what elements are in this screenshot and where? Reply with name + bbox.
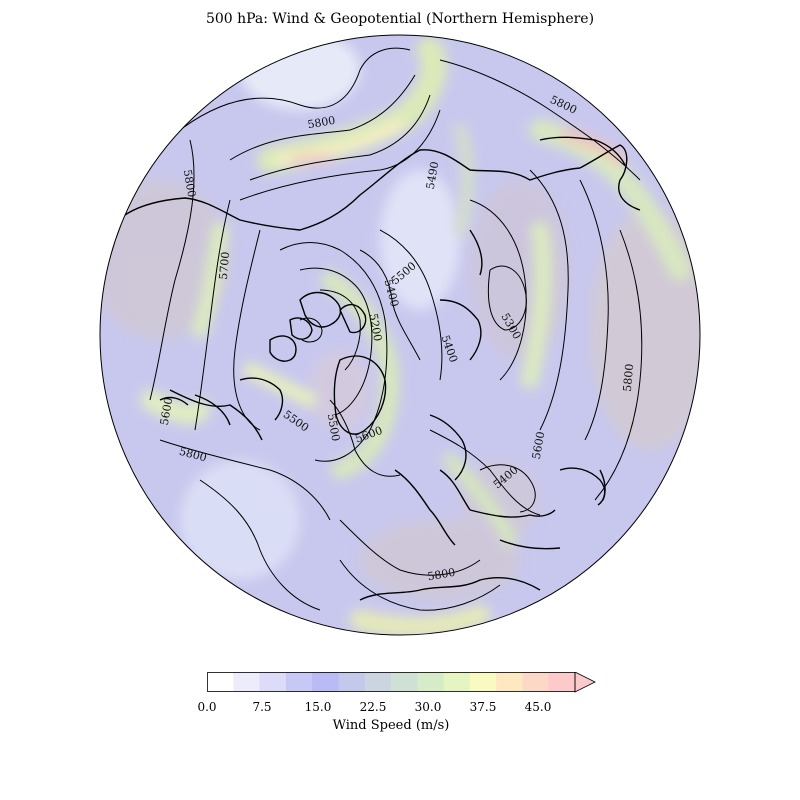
colorbar-tick: 45.0 <box>524 700 552 714</box>
map-boundary <box>99 34 701 636</box>
geopotential-contours <box>149 47 643 611</box>
map-title: 500 hPa: Wind & Geopotential (Northern H… <box>205 11 595 27</box>
contour-label: 5700 <box>217 251 232 280</box>
contour-label: 5500 <box>325 412 343 442</box>
colorbar-outline <box>207 672 576 692</box>
colorbar-cell <box>391 672 418 692</box>
colorbar-cell <box>548 672 576 692</box>
jet-stream-shading <box>140 37 691 635</box>
colorbar-extend-arrow <box>574 672 596 693</box>
colorbar-tick: 22.5 <box>359 700 387 714</box>
colorbar-cell <box>233 672 261 692</box>
contour-label: 5800 <box>181 168 199 198</box>
colorbar-cell <box>469 672 497 692</box>
colorbar-cell <box>364 672 392 692</box>
contour-label: 5490 <box>424 160 442 190</box>
contour-label: 5800 <box>426 566 456 584</box>
colorbar-cell <box>443 672 471 692</box>
coastlines <box>124 136 641 601</box>
contour-label: 5600 <box>530 430 548 460</box>
colorbar-tick: 15.0 <box>304 700 332 714</box>
colorbar-label: Wind Speed (m/s) <box>332 718 450 733</box>
colorbar-tick: 37.5 <box>469 700 497 714</box>
colorbar-cell <box>312 672 339 692</box>
colorbar-tick: 7.5 <box>252 700 272 714</box>
colorbar-cells <box>207 672 576 692</box>
contour-label: 5600 <box>158 396 176 426</box>
contour-label: 5800 <box>306 114 336 132</box>
colorbar-cell <box>207 672 234 692</box>
contour-label: 5800 <box>621 363 636 392</box>
colorbar-cell <box>338 672 366 692</box>
wind-speed-shading <box>100 35 700 600</box>
colorbar-cell <box>285 672 313 692</box>
colorbar-cell <box>496 672 523 692</box>
colorbar-cell <box>259 672 287 692</box>
colorbar-tick: 30.0 <box>414 700 442 714</box>
colorbar <box>207 672 596 693</box>
contour-label: 5200 <box>367 312 385 342</box>
colorbar-cell <box>522 672 550 692</box>
colorbar-tick: 0.0 <box>197 700 217 714</box>
colorbar-cell <box>417 672 445 692</box>
